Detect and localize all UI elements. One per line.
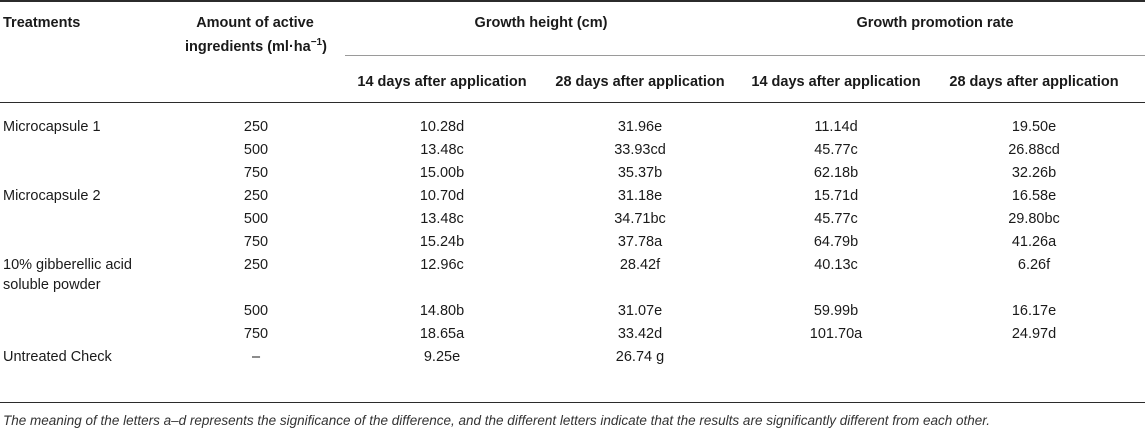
cell-treatment: Microcapsule 1 [3,119,101,135]
header-bottom-rule [0,102,1145,103]
header-gp-14: 14 days after application [751,74,921,90]
cell-gh28: 35.37b [617,165,663,181]
cell-gh14: 10.28d [419,119,465,135]
cell-amount: 250 [243,119,269,135]
cell-gp14: 45.77c [814,211,858,227]
cell-gh14: 15.24b [419,234,465,250]
cell-gp28: 41.26a [1011,234,1057,250]
cell-treatment: Microcapsule 2 [3,188,101,204]
cell-gh28: 31.07e [617,303,663,319]
cell-gh14: 9.25e [423,349,461,365]
cell-amount: – [251,349,261,365]
cell-amount: 750 [243,326,269,342]
cell-gh14: 13.48c [420,142,464,158]
cell-amount: 500 [243,211,269,227]
cell-gh28: 31.18e [617,188,663,204]
cell-amount: 750 [243,165,269,181]
cell-gp14: 101.70a [809,326,863,342]
cell-gp28: 24.97d [1011,326,1057,342]
cell-gp14: 11.14d [814,119,858,135]
cell-gp14: 64.79b [813,234,859,250]
header-gh-28: 28 days after application [555,74,725,90]
cell-gp14: 45.77c [814,142,858,158]
cell-gh28: 31.96e [617,119,663,135]
cell-gh14: 15.00b [419,165,465,181]
header-amount-line1: Amount of active [196,15,314,31]
header-growth-promotion: Growth promotion rate [856,15,1014,31]
cell-gh14: 13.48c [420,211,464,227]
cell-gp28: 19.50e [1011,119,1057,135]
cell-gp28: 29.80bc [1008,211,1060,227]
cell-gh28: 33.42d [617,326,663,342]
header-treatments: Treatments [3,15,81,31]
cell-gh28: 34.71bc [614,211,666,227]
cell-gh28: 37.78a [617,234,663,250]
table-footnote: The meaning of the letters a–d represent… [3,413,991,428]
cell-gh14: 14.80b [419,303,465,319]
group-rule-promotion [740,55,1145,56]
cell-gp14: 40.13c [814,257,858,273]
cell-amount: 500 [243,303,269,319]
header-amount-close: ) [322,38,327,55]
cell-gh14: 12.96c [420,257,464,273]
cell-gh14: 18.65a [419,326,465,342]
cell-gp28: 6.26f [1017,257,1051,273]
header-growth-height: Growth height (cm) [474,15,608,31]
cell-gh28: 26.74 g [615,349,665,365]
cell-gp14: 59.99b [813,303,859,319]
cell-gp28: 16.58e [1011,188,1057,204]
cell-amount: 250 [243,257,269,273]
header-gh-14: 14 days after application [357,74,527,90]
cell-gh28: 28.42f [619,257,661,273]
cell-gh14: 10.70d [419,188,465,204]
cell-gp28: 16.17e [1011,303,1057,319]
cell-gp28: 32.26b [1011,165,1057,181]
header-gp-28: 28 days after application [949,74,1119,90]
header-amount-sup: −1 [310,37,323,48]
cell-amount: 750 [243,234,269,250]
bottom-rule [0,402,1145,403]
header-amount-text: ingredients (ml·ha [185,38,311,55]
cell-gp28: 26.88cd [1008,142,1060,158]
group-rule-height [345,55,740,56]
cell-treatment-line2: soluble powder [3,277,101,293]
cell-amount: 250 [243,188,269,204]
top-rule [0,0,1145,2]
cell-gh28: 33.93cd [614,142,666,158]
cell-treatment: Untreated Check [3,349,112,365]
cell-treatment: 10% gibberellic acid [3,257,132,273]
cell-gp14: 15.71d [813,188,859,204]
header-amount-line2: ingredients (ml·ha−1) [185,33,327,57]
cell-amount: 500 [243,142,269,158]
cell-gp14: 62.18b [813,165,859,181]
